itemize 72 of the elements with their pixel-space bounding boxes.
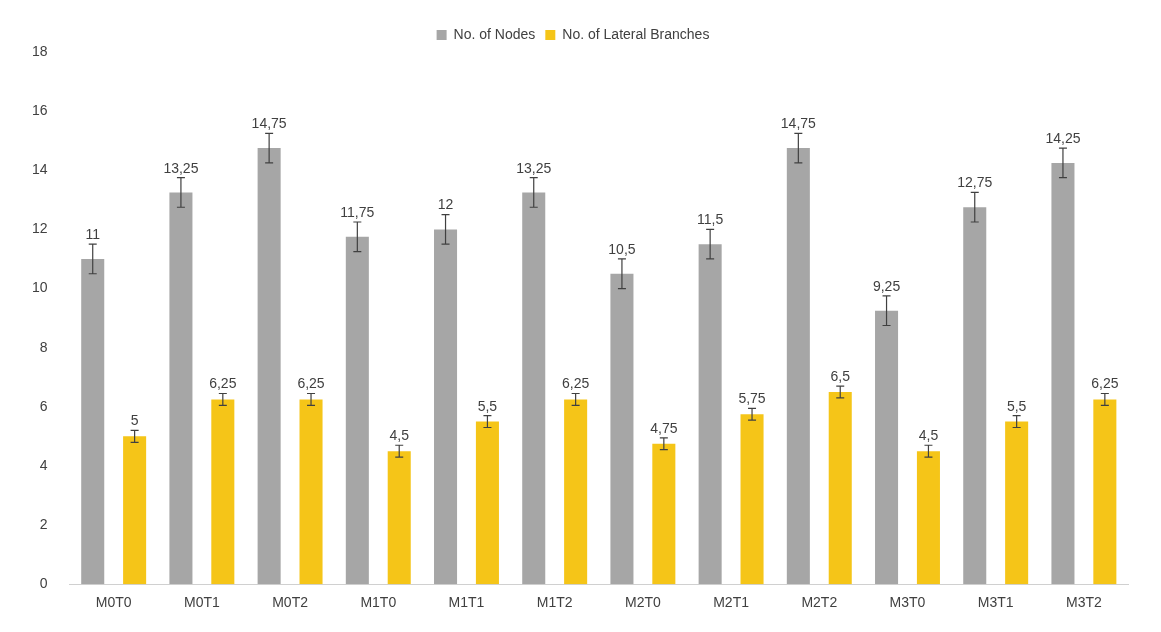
x-tick-label: M1T1: [448, 594, 485, 611]
bar: [828, 392, 852, 585]
data-label: 13,25: [516, 159, 552, 176]
y-tick-label: 4: [39, 456, 48, 473]
bar: [652, 443, 676, 585]
data-label: 5: [130, 412, 139, 429]
legend-label: No. of Lateral Branches: [562, 25, 710, 42]
bar: [963, 207, 987, 585]
bar: [169, 192, 193, 585]
y-tick-label: 14: [31, 161, 48, 178]
x-tick-label: M0T0: [95, 594, 132, 611]
bar: [257, 148, 281, 585]
bar: [123, 436, 147, 585]
bar: [345, 236, 369, 585]
data-label: 6,5: [830, 367, 851, 384]
y-tick-label: 16: [31, 101, 48, 118]
bar: [564, 399, 588, 585]
bar: [875, 310, 899, 585]
data-label: 6,25: [562, 375, 590, 392]
y-tick-label: 0: [39, 575, 48, 592]
bar: [916, 451, 940, 585]
bar: [740, 414, 764, 585]
data-label: 9,25: [872, 277, 901, 294]
bar: [387, 451, 411, 585]
x-tick-label: M2T1: [713, 594, 750, 611]
data-label: 5,5: [477, 397, 498, 414]
data-label: 6,25: [209, 375, 237, 392]
y-tick-label: 8: [39, 338, 48, 355]
x-tick-label: M1T0: [360, 594, 397, 611]
y-tick-label: 6: [39, 397, 48, 414]
legend-label: No. of Nodes: [453, 25, 536, 42]
data-label: 14,75: [251, 115, 287, 132]
data-label: 12,75: [957, 174, 993, 191]
x-tick-label: M3T0: [889, 594, 926, 611]
bar: [211, 399, 235, 585]
bar: [1051, 162, 1075, 585]
bar: [475, 421, 499, 585]
bar: [522, 192, 546, 585]
data-label: 6,25: [297, 375, 325, 392]
bar: [299, 399, 323, 585]
data-label: 11: [85, 226, 101, 243]
x-tick-label: M2T2: [801, 594, 838, 611]
bar: [786, 148, 810, 585]
y-tick-label: 10: [31, 279, 48, 296]
x-tick-label: M0T1: [183, 594, 220, 611]
data-label: 11,5: [697, 211, 724, 228]
data-label: 12: [437, 196, 454, 213]
data-label: 4,5: [918, 427, 939, 444]
data-label: 6,25: [1091, 375, 1119, 392]
bar: [81, 258, 105, 585]
x-tick-label: M3T1: [977, 594, 1014, 611]
data-label: 10,5: [608, 240, 636, 257]
data-label: 11,75: [340, 203, 375, 220]
x-tick-label: M3T2: [1066, 594, 1102, 611]
data-label: 14,25: [1045, 129, 1081, 146]
data-label: 4,5: [389, 427, 410, 444]
data-label: 14,75: [780, 115, 817, 132]
data-label: 5,75: [738, 390, 766, 407]
data-label: 4,75: [650, 419, 678, 436]
y-tick-label: 12: [31, 220, 48, 237]
y-tick-label: 18: [31, 42, 48, 59]
bar: [1005, 421, 1029, 585]
bar: [610, 273, 634, 585]
x-tick-label: M1T2: [536, 594, 573, 611]
data-label: 5,5: [1006, 397, 1027, 414]
data-label: 13,25: [163, 159, 199, 176]
y-tick-label: 2: [39, 515, 48, 532]
x-tick-label: M0T2: [272, 594, 309, 611]
x-tick-label: M2T0: [624, 594, 661, 611]
bar: [434, 229, 458, 585]
bar: [1093, 399, 1117, 585]
bar: [698, 244, 722, 585]
